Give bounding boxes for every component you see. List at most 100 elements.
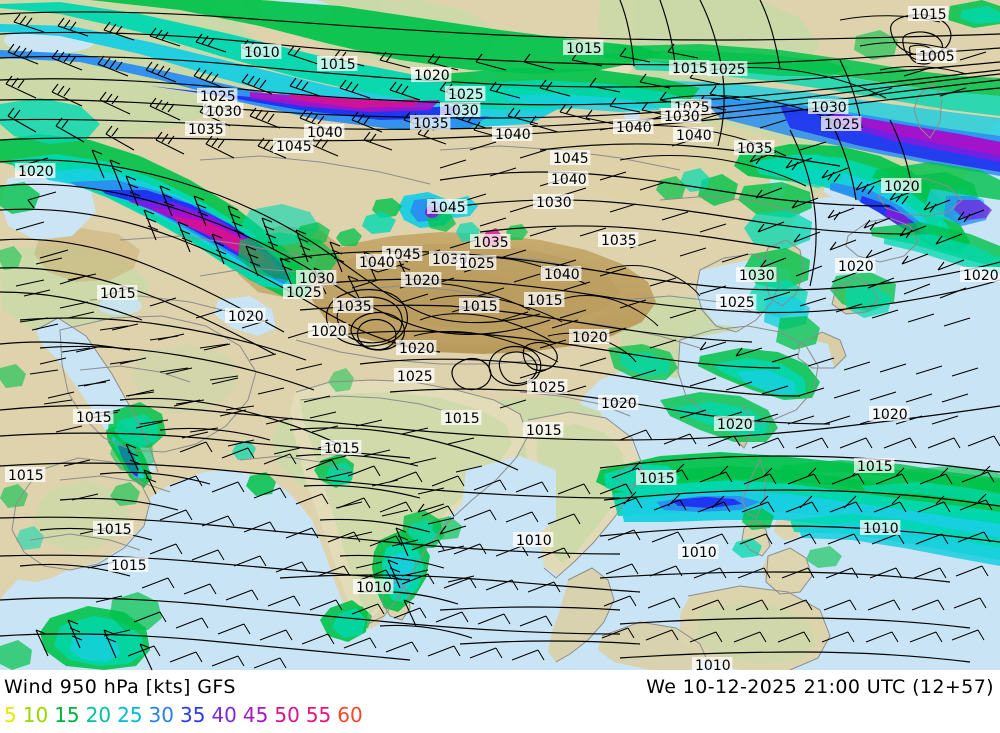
isobar-label: 1030 xyxy=(739,268,775,284)
isobar-label-bg xyxy=(916,48,957,63)
isobar-label: 1015 xyxy=(100,286,136,302)
isobar-label-bg xyxy=(869,406,910,421)
isobar-label-bg xyxy=(523,422,564,437)
isobar-label: 1030 xyxy=(664,109,700,125)
isobar-label: 1015 xyxy=(527,293,563,309)
isobar-label: 1025 xyxy=(200,89,236,105)
isobar-label: 1020 xyxy=(838,259,874,275)
isobar-label-bg xyxy=(881,178,922,193)
isobar-label: 1045 xyxy=(430,200,466,216)
isobar-label: 1010 xyxy=(681,545,717,561)
isobar-label-bg xyxy=(598,232,639,247)
isobar-label-bg xyxy=(808,99,849,114)
map-footer: Wind 950 hPa [kts] GFS We 10-12-2025 21:… xyxy=(0,670,1000,733)
scale-level-25[interactable]: 25 xyxy=(117,703,143,727)
isobar-label: 1045 xyxy=(276,139,312,155)
scale-level-30[interactable]: 30 xyxy=(148,703,174,727)
isobar-label-bg xyxy=(613,119,654,134)
isobar-label-bg xyxy=(296,270,337,285)
isobar-label-bg xyxy=(678,544,719,559)
isobar-label-bg xyxy=(401,272,442,287)
isobar-label-bg xyxy=(673,127,714,142)
isobar-label-bg xyxy=(283,284,324,299)
isobar-label: 1010 xyxy=(516,533,552,549)
isobar-label: 1015 xyxy=(639,471,675,487)
isobar-label-group: 1010 101510151015100510151020102510251030… xyxy=(5,6,1000,670)
scale-level-55[interactable]: 55 xyxy=(305,703,332,727)
run-valid-time-label: We 10-12-2025 21:00 UTC (12+57) xyxy=(646,676,994,698)
isobar-label: 1030 xyxy=(443,103,479,119)
isobar-label-bg xyxy=(5,467,46,482)
isobar-label: 1025 xyxy=(448,87,484,103)
isobar-label-bg xyxy=(736,267,777,282)
isobar-label: 1020 xyxy=(414,68,450,84)
isobar-label: 1035 xyxy=(737,141,773,157)
isobar-label: 1015 xyxy=(8,468,44,484)
scale-level-40[interactable]: 40 xyxy=(211,703,237,727)
footer-info-row: Wind 950 hPa [kts] GFS We 10-12-2025 21:… xyxy=(0,674,1000,700)
isobar-label-bg xyxy=(241,44,282,59)
isobar-label: 1010 xyxy=(863,521,899,537)
isobar-label-bg xyxy=(411,67,452,82)
isobar-label: 1015 xyxy=(444,411,480,427)
isobar-label-bg xyxy=(636,470,677,485)
isobar-label: 1010 xyxy=(695,658,731,670)
isobar-label: 1010 xyxy=(356,580,392,596)
scale-level-35[interactable]: 35 xyxy=(180,703,206,727)
isobar-label: 1035 xyxy=(473,235,509,251)
isobar-label-bg xyxy=(459,298,500,313)
isobar-label-bg xyxy=(821,116,862,131)
isobar-label-bg xyxy=(317,56,358,71)
isobar-label: 1020 xyxy=(404,273,440,289)
isobar-label: 1025 xyxy=(530,380,566,396)
scale-level-50[interactable]: 50 xyxy=(274,703,300,727)
isobar-label-bg xyxy=(440,102,481,117)
isobar-label: 1040 xyxy=(359,255,395,271)
isobar-label: 1020 xyxy=(872,407,908,423)
isobar-label: 1010 xyxy=(244,45,280,61)
scale-level-60[interactable]: 60 xyxy=(337,703,363,727)
isobar-label-bg xyxy=(427,199,468,214)
wind-barb-layer xyxy=(5,13,1000,670)
isobar-label: 1040 xyxy=(495,127,531,143)
weather-map-canvas[interactable]: 1010 1015 1015 1015 1005 1015 1020 1025 1025 1030… xyxy=(0,0,1000,670)
isobar-label-bg xyxy=(533,194,574,209)
scale-level-45[interactable]: 45 xyxy=(242,703,269,727)
isobar-label-bg xyxy=(854,458,895,473)
isobar-label: 1025 xyxy=(710,62,746,78)
scale-level-20[interactable]: 20 xyxy=(85,703,112,727)
isobar-label-bg xyxy=(492,126,533,141)
wind-speed-color-scale[interactable]: 5 10 15 20 25 30 35 40 45 50 55 60 xyxy=(4,703,363,727)
isobar-label: 1020 xyxy=(399,341,435,357)
isobar-label-bg xyxy=(456,255,497,270)
isobar-label: 1040 xyxy=(676,128,712,144)
isobar-label-bg xyxy=(108,557,149,572)
isobar-label-bg xyxy=(661,108,702,123)
isobar-label: 1015 xyxy=(324,441,360,457)
isobar-label: 1030 xyxy=(811,100,847,116)
isobar-label-bg xyxy=(441,410,482,425)
isobar-label: 1025 xyxy=(397,369,433,385)
isobar-label: 1040 xyxy=(551,172,587,188)
isobar-label: 1040 xyxy=(544,267,580,283)
isobar-label-bg xyxy=(410,115,451,130)
isobar-label-bg xyxy=(524,292,565,307)
isobar-label: 1015 xyxy=(76,410,112,426)
isobar-layer xyxy=(0,0,1000,663)
isobar-label-bg xyxy=(860,520,901,535)
isobar-label-bg xyxy=(716,294,757,309)
isobar-label-bg xyxy=(598,395,639,410)
scale-level-5[interactable]: 5 xyxy=(4,703,17,727)
scale-level-15[interactable]: 15 xyxy=(54,703,80,727)
isobar-label-bg xyxy=(93,521,134,536)
isobar-label: 1020 xyxy=(963,268,999,284)
isobar-label-bg xyxy=(470,234,511,249)
map-graphic: 1010 101510151015100510151020102510251030… xyxy=(0,0,1000,670)
isobar-label-bg xyxy=(734,140,775,155)
isobar-label: 1020 xyxy=(717,417,753,433)
isobar-label: 1025 xyxy=(824,117,860,133)
scale-level-10[interactable]: 10 xyxy=(22,703,49,727)
isobar-label-bg xyxy=(356,254,397,269)
isobar-label-bg xyxy=(273,138,314,153)
